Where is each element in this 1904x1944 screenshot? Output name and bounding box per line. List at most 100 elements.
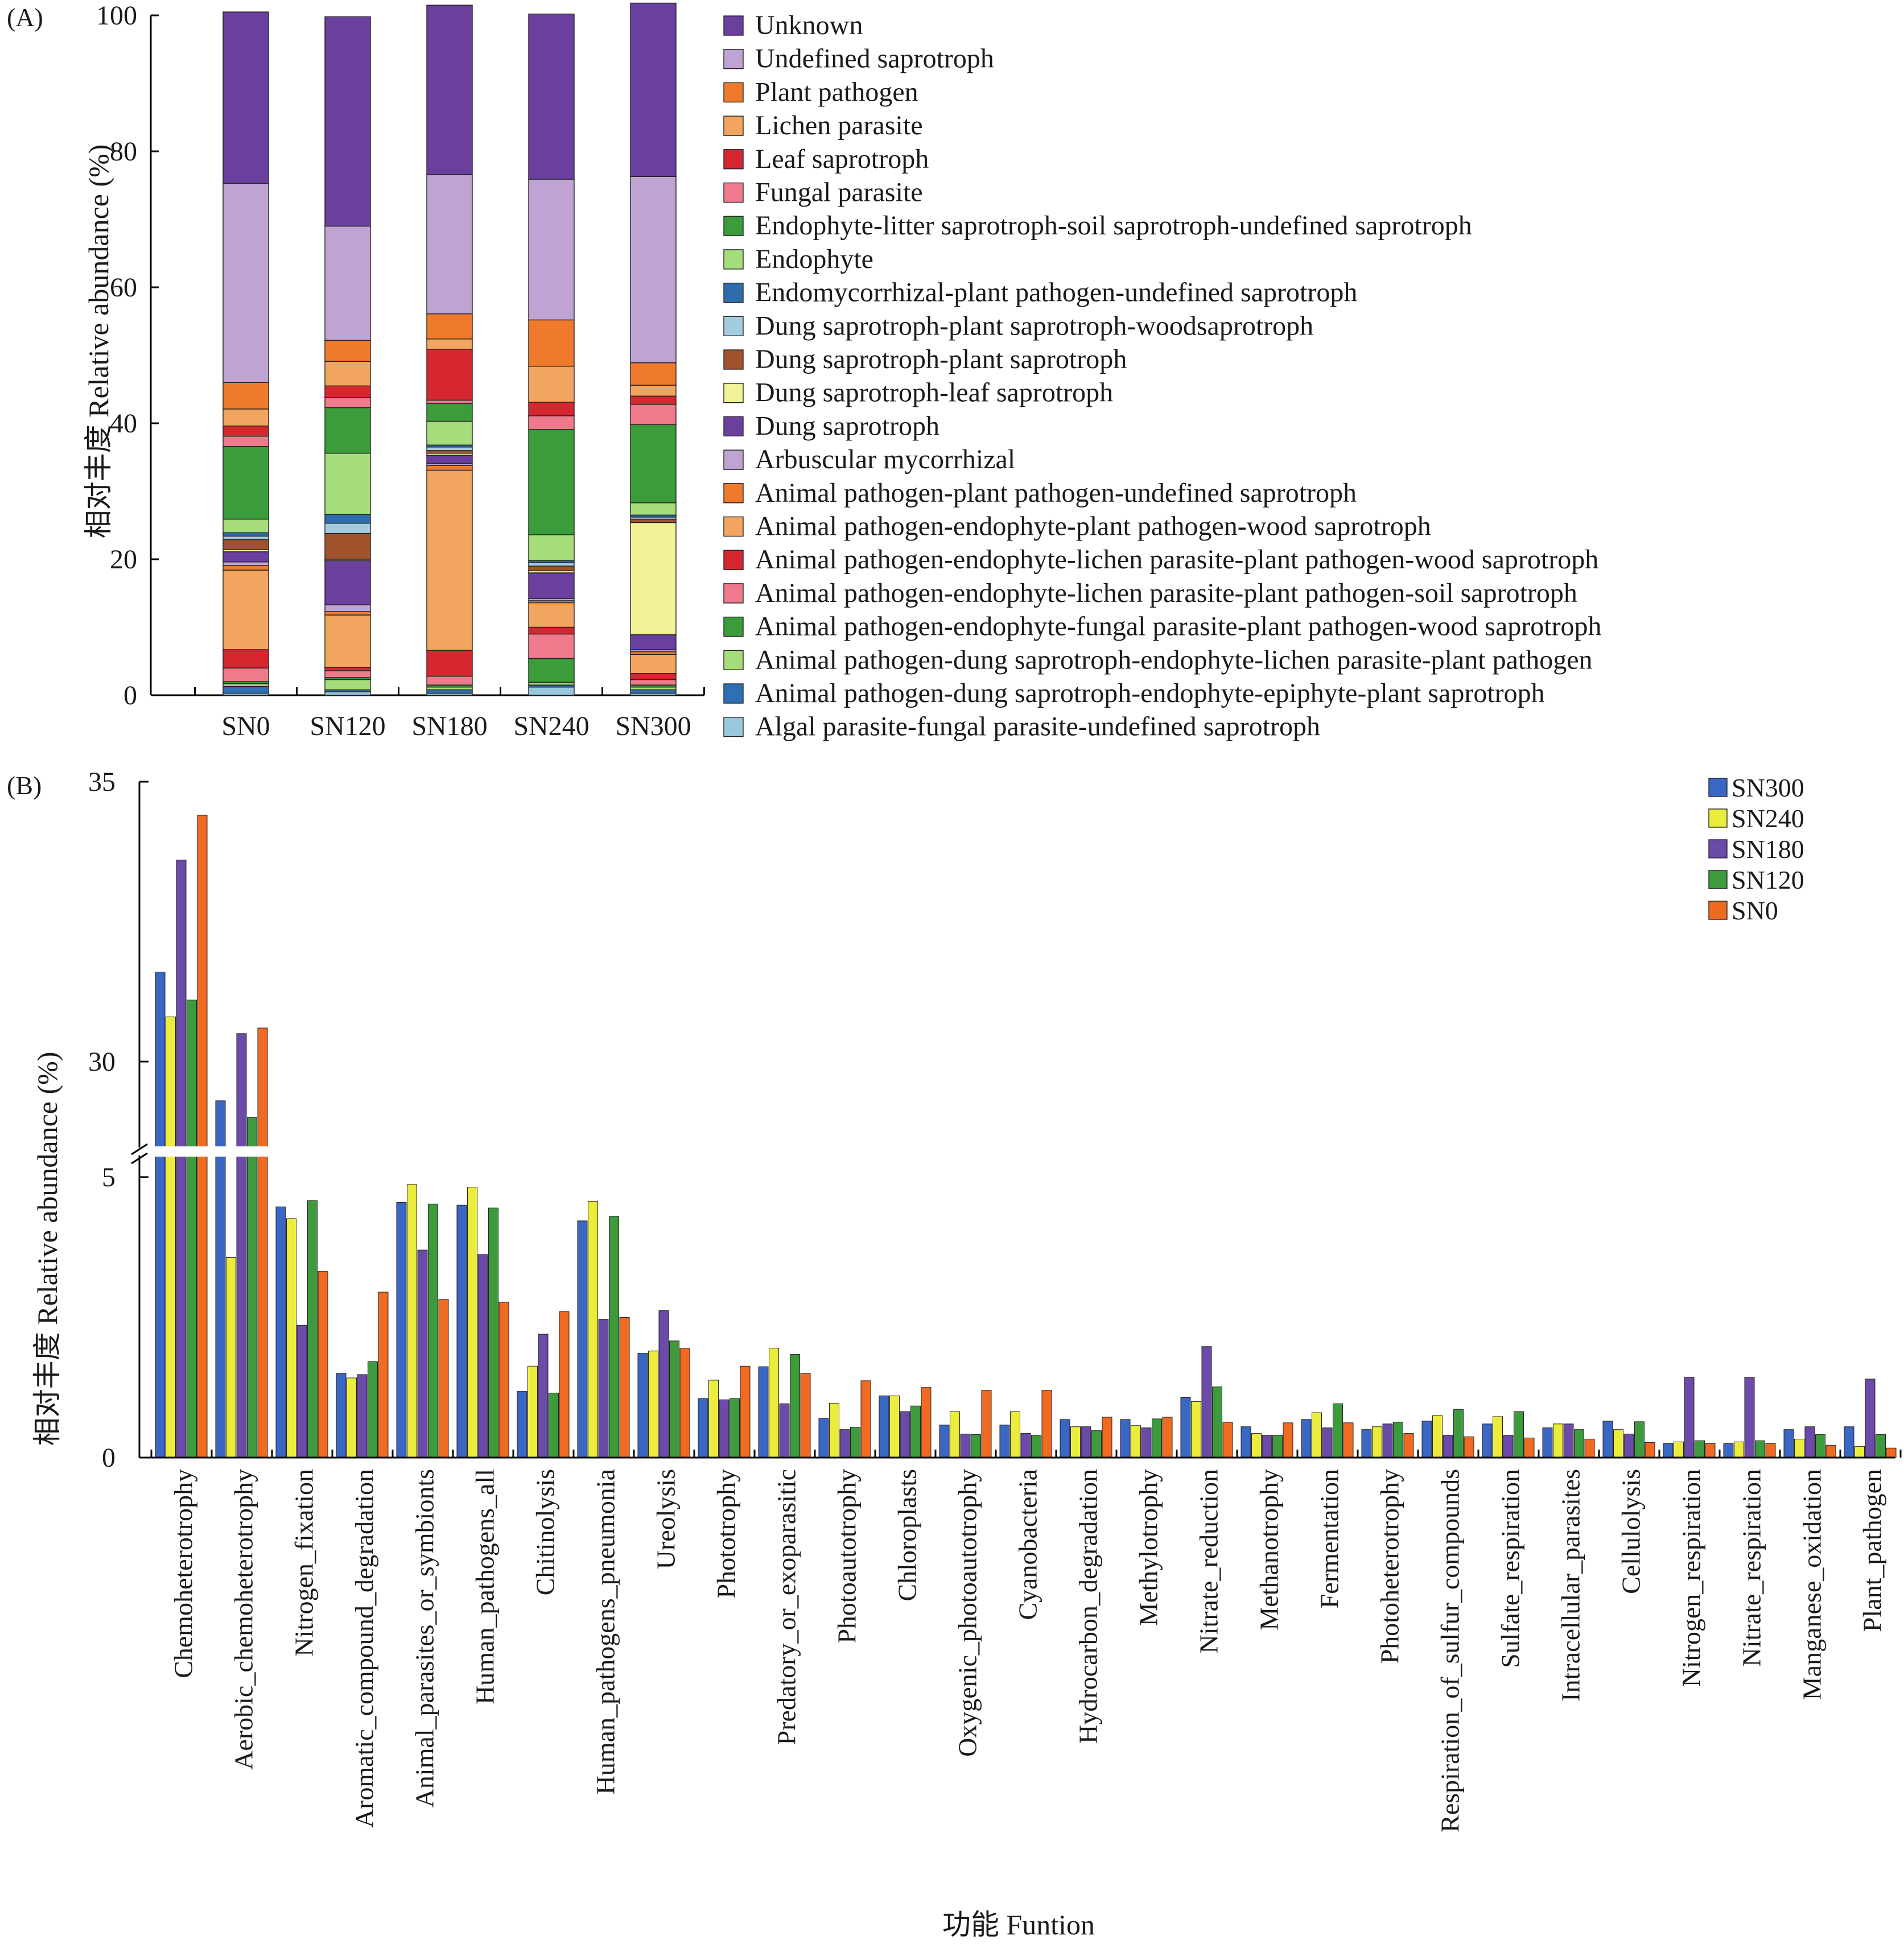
panel-b-bar (1432, 1415, 1443, 1458)
panel-a-legend-label: Leaf saprotroph (755, 144, 929, 174)
panel-a-bar-segment (324, 604, 371, 612)
panel-b-bar (648, 1351, 658, 1458)
panel-a-legend-swatch (723, 249, 744, 270)
panel-a-legend-swatch (723, 716, 744, 737)
panel-b-axis-break-gap (122, 1146, 287, 1157)
panel-a-bar-segment (222, 562, 269, 566)
panel-a-bar-segment (528, 572, 575, 600)
panel-a-bar-segment (324, 679, 371, 691)
panel-a-legend-swatch (723, 416, 744, 437)
panel-b-bar (1241, 1426, 1251, 1458)
panel-a-bar-segment (426, 689, 473, 694)
panel-a-bar-segment (528, 402, 575, 416)
panel-a-bar-segment (630, 522, 677, 635)
panel-a-bar-segment (630, 651, 677, 655)
panel-b-bar (1482, 1423, 1493, 1458)
panel-b-bar (1865, 1378, 1876, 1458)
panel-b-bar (1623, 1434, 1634, 1458)
panel-b-bar (1674, 1441, 1684, 1458)
panel-b-x-tick-label: Nitrogen_respiration (1676, 1469, 1705, 1687)
panel-b-x-tick-label: Oxygenic_photoautotrophy (953, 1469, 982, 1757)
panel-b-legend-swatch (1708, 808, 1728, 828)
panel-b-bar (1723, 1443, 1734, 1458)
panel-b-bar (1212, 1386, 1222, 1458)
panel-a-bar-segment (222, 686, 269, 694)
panel-b-bar (1191, 1401, 1201, 1458)
panel-b-bar (1120, 1419, 1131, 1458)
panel-a-x-tick-label: SN180 (411, 711, 487, 741)
panel-a-bar-segment (324, 407, 371, 454)
panel-a-bar-segment (426, 447, 473, 451)
panel-a-bar-segment (528, 566, 575, 572)
panel-b-x-tick-label: Nitrate_respiration (1737, 1469, 1766, 1666)
panel-b-bar (275, 1206, 286, 1458)
panel-b-bar (417, 1249, 428, 1458)
panel-b-bar (1663, 1443, 1674, 1458)
panel-a-legend-swatch (723, 216, 744, 236)
panel-b-bar (1060, 1419, 1070, 1458)
panel-b-bar (166, 1016, 176, 1458)
panel-b-bar (1131, 1425, 1141, 1458)
panel-a-bar-segment (324, 16, 371, 227)
panel-a-bar-segment (324, 340, 371, 362)
panel-b-bar (517, 1391, 527, 1458)
panel-b-y-tick-label: 30 (88, 1047, 116, 1077)
panel-a-bar-segment (630, 385, 677, 397)
panel-b-x-tick-label: Methylotrophy (1134, 1469, 1163, 1626)
panel-b-y-axis-title: 相对丰度 Relative abundance (%) (31, 1052, 63, 1446)
panel-a-bar-segment (630, 176, 677, 364)
panel-a-bar-segment (630, 673, 677, 680)
panel-b-label: (B) (7, 771, 42, 800)
panel-a-legend-label: Animal pathogen-plant pathogen-undefined… (755, 478, 1357, 508)
panel-a-y-axis-title: 相对丰度 Relative abundance (%) (83, 145, 114, 539)
panel-b-bar (428, 1203, 438, 1458)
panel-b-bar (910, 1405, 921, 1458)
panel-b-bar (1031, 1435, 1041, 1458)
panel-a-bar-segment (528, 179, 575, 321)
panel-b-bar (730, 1398, 740, 1458)
panel-b-bar (1815, 1434, 1825, 1458)
panel-b-bar (999, 1425, 1010, 1458)
panel-a-bar-segment (426, 349, 473, 401)
panel-a-y-tick-label: 60 (110, 273, 137, 303)
panel-b-bar (1684, 1377, 1695, 1458)
panel-a-legend-label: Animal pathogen-dung saprotroph-endophyt… (755, 645, 1593, 675)
panel-a-legend-label: Arbuscular mycorrhizal (755, 444, 1015, 474)
panel-a: (A) 相对丰度 Relative abundance (%) 0 20 40 60 8… (7, 1, 1602, 742)
panel-a-plot-area: 0 20 40 60 80 100 SN0 SN120 SN180 SN240 SN300 (96, 1, 705, 741)
panel-b-bar (176, 860, 187, 1458)
panel-b-bar (236, 1033, 247, 1458)
panel-b-bar (296, 1324, 307, 1458)
panel-a-bar-segment (426, 420, 473, 445)
panel-b-bar (1574, 1429, 1584, 1458)
panel-a-legend-swatch (723, 149, 744, 170)
panel-b-bar (1262, 1435, 1272, 1458)
panel-a-x-tick-label: SN120 (310, 711, 385, 741)
panel-a-bar-segment (222, 436, 269, 447)
panel-b-bar (1091, 1430, 1102, 1458)
panel-a-legend-label: Dung saprotroph (755, 411, 939, 441)
panel-a-bar-segment (222, 649, 269, 668)
panel-b-x-tick-label: Cyanobacteria (1013, 1469, 1042, 1620)
panel-a-bar-segment (222, 539, 269, 550)
panel-b-x-tick-label: Photoautotrophy (832, 1469, 861, 1644)
panel-a-bar-segment (324, 361, 371, 386)
panel-b-bar (488, 1207, 498, 1458)
panel-b-bar (1825, 1444, 1836, 1458)
panel-a-legend-label: Dung saprotroph-leaf saprotroph (755, 378, 1113, 408)
panel-a-bar-segment (222, 11, 269, 184)
panel-b-bar (1705, 1443, 1716, 1458)
panel-a-bar-segment (222, 532, 269, 537)
panel-b-bar (1382, 1423, 1393, 1458)
panel-b-bar (1584, 1438, 1595, 1458)
panel-a-legend-swatch (723, 316, 744, 336)
panel-b-bar (1322, 1427, 1333, 1458)
panel-b-bar (850, 1427, 860, 1458)
panel-b-bar (698, 1398, 708, 1458)
panel-a-legend-label: Animal pathogen-endophyte-plant pathogen… (755, 511, 1431, 542)
panel-a-legend-label: Endomycorrhizal-plant pathogen-undefined… (755, 278, 1357, 308)
panel-a-bar-segment (630, 518, 677, 523)
panel-b-x-tick-label: Photoheterotrophy (1375, 1469, 1404, 1664)
panel-b-bar (609, 1216, 619, 1458)
panel-a-bar-segment (528, 658, 575, 683)
